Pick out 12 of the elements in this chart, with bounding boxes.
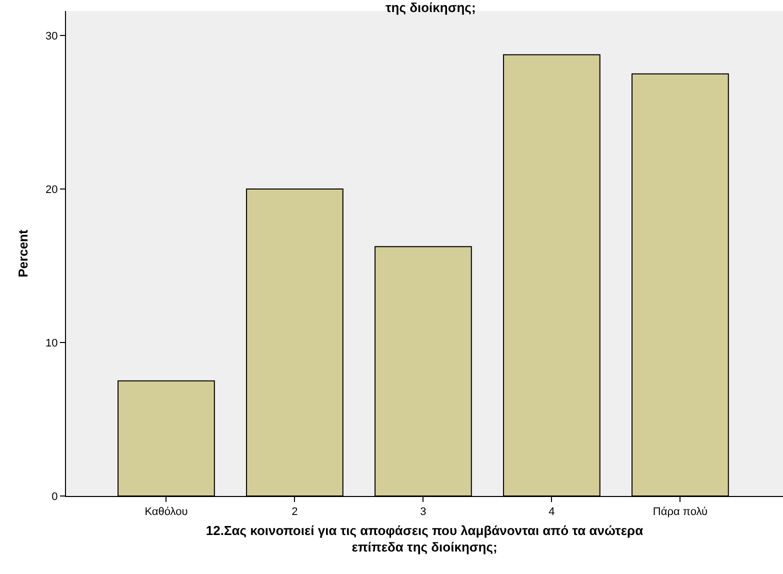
y-axis-title: Percent: [16, 228, 30, 278]
x-tick-label: Πάρα πολύ: [652, 506, 708, 518]
x-tick-label: 2: [292, 506, 298, 518]
y-tick-label: 30: [46, 30, 58, 42]
x-tick-label: 3: [420, 506, 426, 518]
x-axis-title: 12.Σας κοινοποιεί για τις αποφάσεις που λαμβάνονται από τα ανώτερα επίπεδα της διοίκησης;: [206, 522, 644, 555]
x-tick-label: Καθόλου: [144, 506, 188, 518]
y-tick-label: 10: [46, 337, 58, 350]
chart-title: της διοίκησης;: [386, 0, 476, 15]
y-tick-label: 0: [52, 490, 58, 503]
y-tick-label: 20: [46, 184, 58, 196]
x-tick-label: 4: [548, 506, 555, 518]
